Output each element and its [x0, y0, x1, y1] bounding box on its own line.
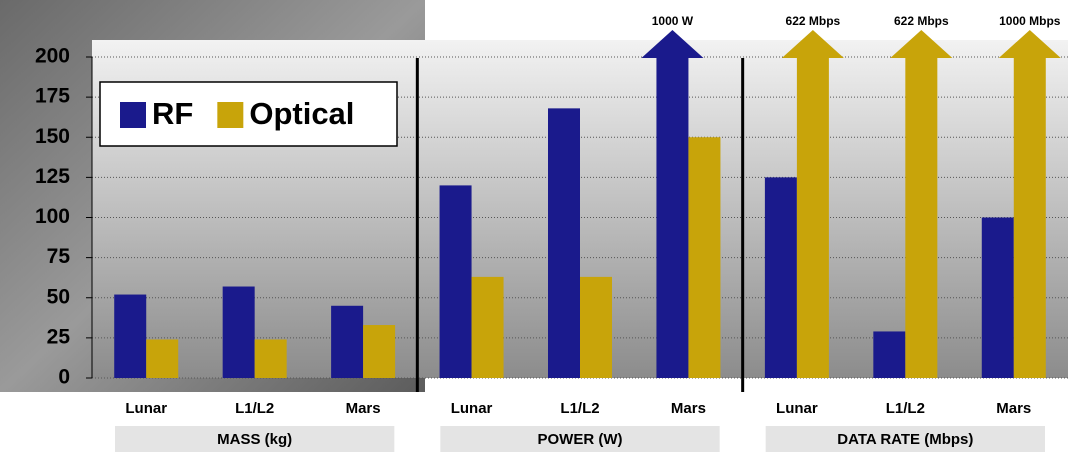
value-label: 1000 Mbps [999, 14, 1061, 28]
legend-label: Optical [249, 96, 354, 131]
y-tick-label: 75 [47, 245, 71, 268]
legend-label: RF [152, 96, 193, 131]
value-label: 622 Mbps [894, 14, 949, 28]
y-tick-label: 150 [35, 125, 70, 148]
y-tick-label: 100 [35, 205, 70, 228]
y-tick-label: 0 [58, 366, 70, 389]
bar [548, 108, 580, 379]
x-tick-label: Lunar [451, 400, 493, 417]
bar [873, 331, 906, 378]
bar [254, 339, 287, 378]
bar [764, 177, 797, 378]
bar [331, 305, 364, 378]
group-label: DATA RATE (Mbps) [837, 431, 973, 448]
value-label: 622 Mbps [786, 14, 841, 28]
bar [114, 294, 147, 378]
arrow-bar [998, 30, 1061, 378]
bar [439, 185, 472, 378]
x-tick-label: Lunar [776, 400, 818, 417]
group-label: POWER (W) [538, 431, 623, 448]
bar [222, 286, 255, 378]
group-box [765, 426, 1045, 452]
x-tick-label: Mars [346, 400, 381, 417]
arrow-bar [641, 30, 704, 378]
value-label: 1000 W [652, 14, 694, 28]
legend-swatch [120, 102, 146, 128]
group-box [440, 426, 720, 452]
legend-swatch [217, 102, 244, 128]
y-tick-label: 200 [35, 45, 70, 68]
x-tick-label: Lunar [125, 400, 167, 417]
bar [688, 137, 721, 378]
y-tick-label: 50 [47, 285, 70, 308]
arrow-bar [781, 30, 844, 378]
bar [363, 325, 396, 378]
x-tick-label: L1/L2 [560, 400, 599, 417]
x-tick-label: L1/L2 [886, 400, 925, 417]
group-box [115, 426, 395, 452]
x-tick-label: Mars [996, 400, 1031, 417]
arrow-bar [890, 30, 953, 378]
y-tick-label: 175 [35, 85, 70, 108]
y-tick-label: 25 [47, 325, 71, 348]
group-label: MASS (kg) [217, 431, 292, 448]
bar [580, 276, 612, 378]
x-tick-label: Mars [671, 400, 706, 417]
bar [146, 339, 179, 378]
bar [981, 217, 1014, 378]
y-tick-label: 125 [35, 165, 70, 188]
bar [471, 276, 504, 378]
legend [99, 81, 398, 147]
x-tick-label: L1/L2 [235, 400, 274, 417]
